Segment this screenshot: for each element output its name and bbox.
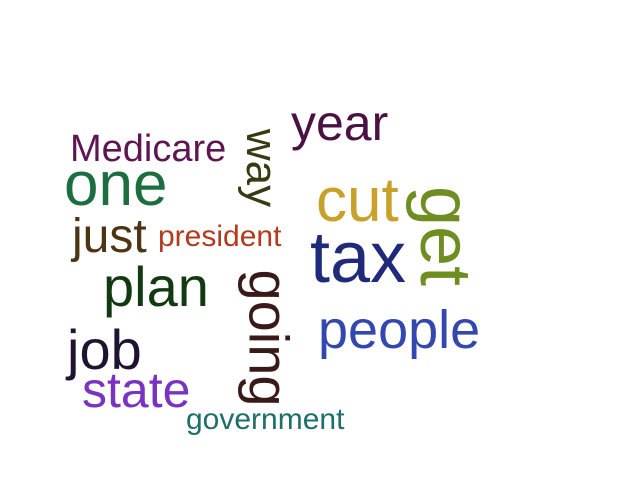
word-job: job [67, 318, 142, 381]
word-government: government [186, 403, 345, 436]
word-year: year [291, 95, 389, 151]
word-state: state [82, 362, 191, 418]
word-people: people [318, 300, 481, 360]
word-get: get [405, 185, 486, 287]
word-going: going [237, 269, 301, 407]
word-just: just [72, 210, 147, 263]
word-medicare: Medicare [70, 128, 227, 170]
word-tax: tax [310, 218, 407, 298]
word-plan: plan [103, 255, 209, 318]
word-one: one [64, 150, 168, 219]
word-way: way [237, 128, 287, 208]
word-president: president [158, 220, 282, 253]
word-cut: cut [316, 166, 399, 235]
